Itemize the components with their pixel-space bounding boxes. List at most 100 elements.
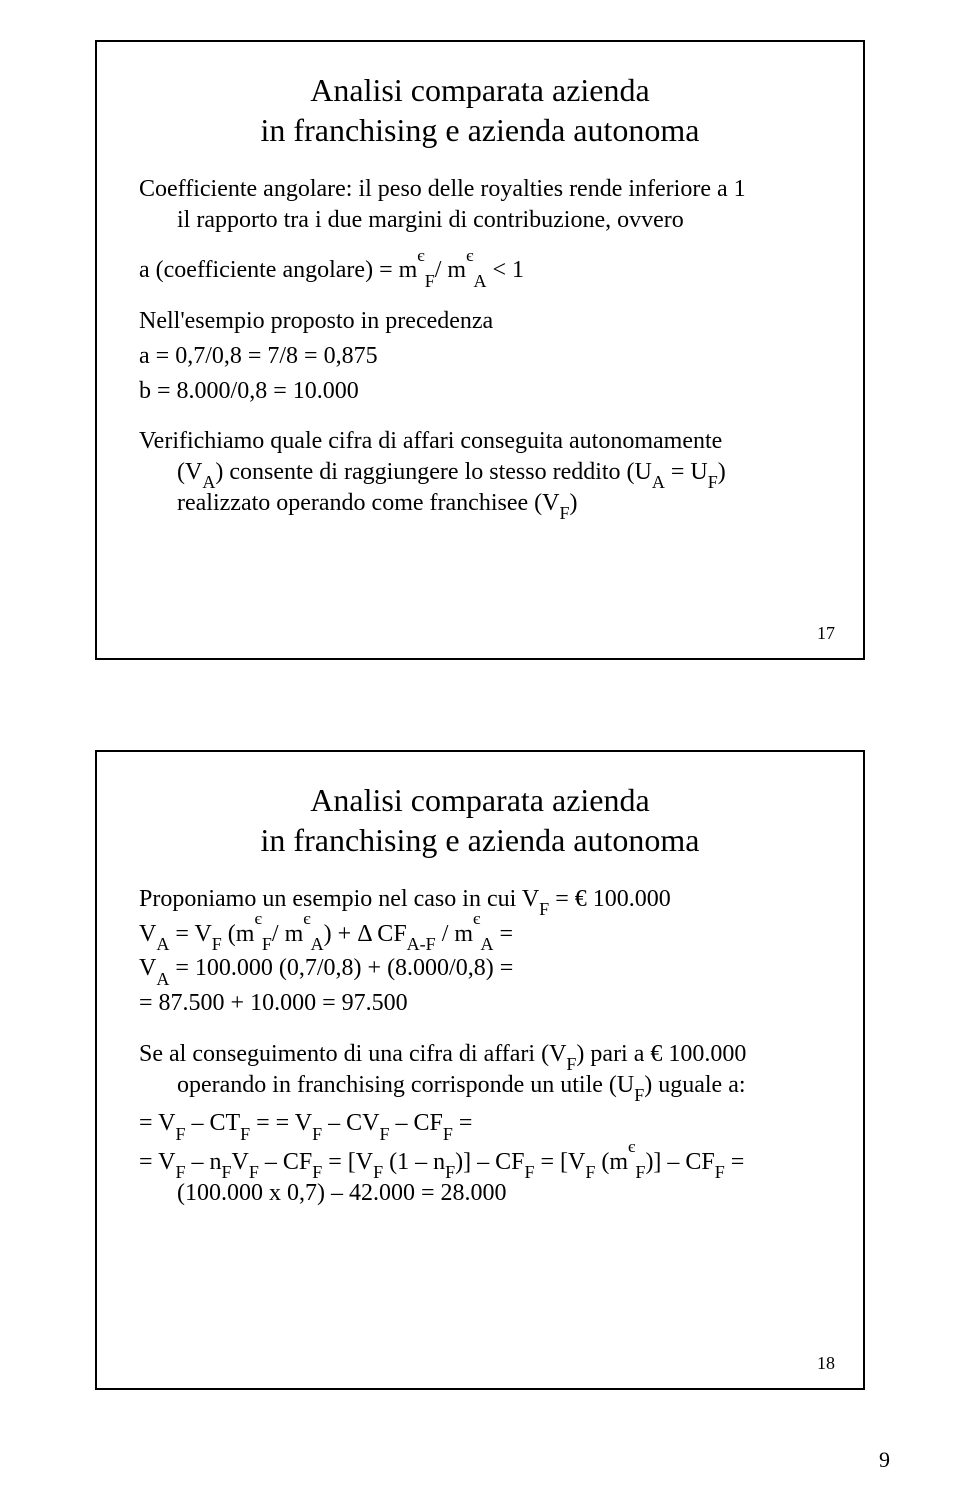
text-line: realizzato operando come franchisee (VF) [139, 490, 577, 516]
sub: F [312, 1162, 322, 1182]
epsilon: є [628, 1137, 635, 1156]
title-line-2: in franchising e azienda autonoma [261, 822, 700, 858]
sub: F [634, 1085, 644, 1105]
title-line-1: Analisi comparata azienda [310, 72, 649, 108]
paragraph-verify: Verifichiamo quale cifra di affari conse… [139, 426, 821, 518]
paragraph-va-formula: VA = VF (mєF/ mєA) + Δ CFA-F / mєA = [139, 919, 821, 950]
sub: F [559, 503, 569, 523]
text: = 100.000 (0,7/0,8) + (8.000/0,8) = [169, 955, 513, 981]
text: ) [718, 459, 726, 485]
text: = V [139, 1110, 175, 1136]
sub: A [480, 934, 493, 954]
text: – n [185, 1149, 221, 1175]
sub: F [425, 271, 435, 291]
text: = = V [250, 1110, 312, 1136]
text: )] – CF [455, 1149, 524, 1175]
sub: F [175, 1124, 185, 1144]
sub: F [373, 1162, 383, 1182]
sub: A-F [407, 934, 436, 954]
sub: F [240, 1124, 250, 1144]
paragraph-a-value: a = 0,7/0,8 = 7/8 = 0,875 [139, 341, 821, 372]
sub: F [524, 1162, 534, 1182]
text: Verifichiamo quale cifra di affari conse… [139, 428, 722, 454]
text: < 1 [486, 257, 524, 283]
sub: A [156, 969, 169, 989]
text: ) + Δ CF [324, 921, 407, 947]
text: (100.000 x 0,7) – 42.000 = 28.000 [177, 1180, 507, 1206]
text: a = 0,7/0,8 = 7/8 = 0,875 [139, 343, 378, 369]
text: (1 – n [383, 1149, 445, 1175]
slide-body: Coefficiente angolare: il peso delle roy… [139, 174, 821, 518]
epsilon: є [303, 909, 310, 928]
text-line: (VA) consente di raggiungere lo stesso r… [139, 459, 726, 485]
sub: F [715, 1162, 725, 1182]
text: = [V [534, 1149, 585, 1175]
sub: F [221, 1162, 231, 1182]
slide-number: 18 [817, 1353, 835, 1374]
text: realizzato operando come franchisee (V [177, 490, 559, 516]
text: = [725, 1149, 745, 1175]
sub: A [156, 934, 169, 954]
sub: F [175, 1162, 185, 1182]
paragraph-eq1: = VF – CTF = = VF – CVF – CFF = [139, 1108, 821, 1139]
text: – CT [185, 1110, 240, 1136]
sub: F [635, 1162, 645, 1182]
text: a (coefficiente angolare) = m [139, 257, 417, 283]
text: Nell'esempio proposto in precedenza [139, 308, 493, 334]
text: = U [665, 459, 708, 485]
text: (V [177, 459, 202, 485]
epsilon: є [417, 246, 424, 265]
title-line-1: Analisi comparata azienda [310, 782, 649, 818]
text: – CF [259, 1149, 312, 1175]
text: = 87.500 + 10.000 = 97.500 [139, 990, 408, 1016]
sub: F [262, 934, 272, 954]
epsilon: є [254, 909, 261, 928]
slide-number: 17 [817, 623, 835, 644]
text: / m [435, 257, 466, 283]
sub: A [652, 472, 665, 492]
text: )] – CF [645, 1149, 714, 1175]
sub: F [708, 472, 718, 492]
text: il rapporto tra i due margini di contrib… [139, 207, 684, 233]
sub: A [311, 934, 324, 954]
text: = € 100.000 [549, 886, 671, 912]
sub: F [445, 1162, 455, 1182]
slide-title: Analisi comparata azienda in franchising… [139, 70, 821, 150]
paragraph-eq2: = VF – nFVF – CFF = [VF (1 – nF)] – CFF … [139, 1147, 821, 1208]
text: – CF [389, 1110, 442, 1136]
text: / m [272, 921, 303, 947]
text: (m [222, 921, 255, 947]
text: = V [139, 1149, 175, 1175]
title-line-2: in franchising e azienda autonoma [261, 112, 700, 148]
text: = [453, 1110, 473, 1136]
text: ) [569, 490, 577, 516]
text: (m [595, 1149, 628, 1175]
sub: A [202, 472, 215, 492]
text-line: operando in franchising corrisponde un u… [139, 1072, 746, 1098]
text: = [V [322, 1149, 373, 1175]
sub: F [585, 1162, 595, 1182]
epsilon: є [466, 246, 473, 265]
eq2-wrap: = VF – nFVF – CFF = [VF (1 – nF)] – CFF … [139, 1147, 821, 1208]
paragraph-coeff: Coefficiente angolare: il peso delle roy… [139, 174, 821, 235]
sub: F [312, 1124, 322, 1144]
text: V [139, 921, 156, 947]
text: / m [436, 921, 473, 947]
epsilon: є [473, 909, 480, 928]
slide-title: Analisi comparata azienda in franchising… [139, 780, 821, 860]
text: ) uguale a: [644, 1072, 745, 1098]
slide-17: Analisi comparata azienda in franchising… [95, 40, 865, 660]
slide-18: Analisi comparata azienda in franchising… [95, 750, 865, 1390]
sub: F [443, 1124, 453, 1144]
paragraph-formula-a: a (coefficiente angolare) = mєF/ mєA < 1 [139, 255, 821, 286]
paragraph-va-result: = 87.500 + 10.000 = 97.500 [139, 988, 821, 1019]
text: b = 8.000/0,8 = 10.000 [139, 378, 359, 404]
text: operando in franchising corrisponde un u… [177, 1072, 634, 1098]
sub: A [473, 271, 486, 291]
paragraph-va-numbers: VA = 100.000 (0,7/0,8) + (8.000/0,8) = [139, 953, 821, 984]
page: Analisi comparata azienda in franchising… [0, 0, 960, 1501]
text: ) consente di raggiungere lo stesso redd… [215, 459, 652, 485]
text: = V [169, 921, 211, 947]
text: V [139, 955, 156, 981]
paragraph-example-intro: Nell'esempio proposto in precedenza [139, 306, 821, 337]
